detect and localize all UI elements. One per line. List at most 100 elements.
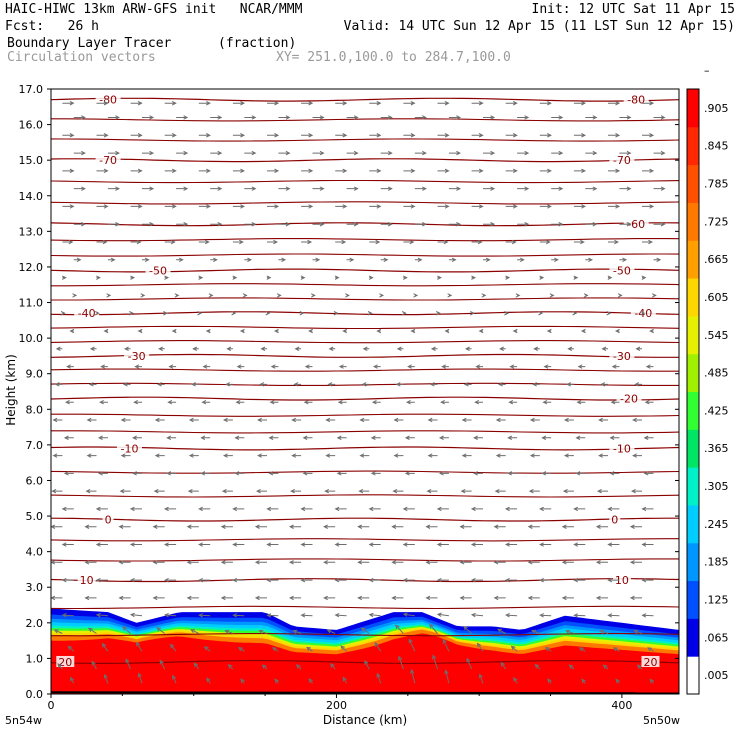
wind-vector — [334, 613, 347, 618]
wind-vector — [602, 664, 609, 670]
contour-line — [51, 158, 679, 163]
wind-vector — [176, 186, 189, 191]
wind-vector — [345, 293, 350, 298]
colorbar-segment — [687, 542, 699, 582]
contour-line — [51, 353, 679, 358]
colorbar-segment — [687, 467, 699, 506]
wind-vector — [61, 577, 74, 583]
wind-vector — [96, 204, 109, 209]
wind-vector — [505, 101, 518, 106]
temperature-contours: -80 -80-70 -70-60-50 -50-40 -40-30 -30-20-10-… — [51, 93, 679, 669]
vector-field-title: Circulation vectors — [7, 50, 156, 65]
wind-vector — [327, 382, 336, 387]
wind-vector — [51, 595, 63, 601]
wind-vector — [312, 186, 325, 191]
wind-vector — [107, 186, 121, 191]
wind-vector — [301, 204, 314, 209]
wind-vector — [302, 435, 313, 440]
wind-vector — [137, 672, 143, 684]
wind-vector — [337, 399, 347, 405]
y-tick-label: 4.0 — [26, 546, 44, 559]
wind-vector — [379, 293, 385, 298]
wind-vector — [154, 453, 165, 458]
wind-vector — [610, 399, 620, 405]
wind-vector — [302, 471, 313, 476]
wind-vector — [517, 186, 530, 191]
wind-vector — [441, 364, 449, 369]
wind-vector — [163, 612, 177, 618]
wind-vector — [573, 275, 579, 280]
wind-vector — [62, 133, 75, 138]
wind-vector — [567, 346, 574, 351]
wind-vector — [361, 382, 370, 387]
contour-line — [51, 201, 679, 205]
wind-vector — [641, 542, 654, 547]
wind-vector — [142, 186, 155, 191]
wind-vector — [573, 133, 587, 138]
wind-vector — [459, 560, 472, 565]
wind-vector — [312, 150, 325, 156]
wind-vector — [599, 629, 609, 634]
wind-vector — [200, 435, 211, 440]
wind-vector — [448, 115, 462, 120]
wind-vector — [614, 328, 620, 334]
x-axis-label: Distance (km) — [323, 713, 407, 727]
wind-vector — [403, 204, 416, 209]
wind-vector — [653, 150, 666, 156]
wind-vector — [551, 222, 564, 227]
contour-line — [51, 179, 679, 184]
wind-vector — [176, 150, 189, 156]
wind-vector — [608, 204, 621, 209]
wind-vector — [94, 311, 100, 316]
wind-vector — [300, 275, 306, 280]
wind-vector — [222, 453, 233, 458]
wind-vector — [427, 453, 438, 458]
wind-vector — [527, 524, 540, 529]
wind-vector — [368, 506, 381, 512]
colorbar-label: .125 — [704, 593, 729, 606]
wind-vector — [493, 560, 506, 565]
wind-vector — [573, 204, 587, 209]
colorbar-segment — [687, 240, 699, 279]
contour-line — [51, 138, 679, 142]
wind-vector — [539, 577, 552, 583]
wind-vector — [606, 311, 612, 316]
colorbar-label: .725 — [704, 215, 729, 228]
wind-vector — [193, 662, 200, 670]
colorbar-label: .485 — [704, 367, 729, 380]
wind-vector — [395, 382, 404, 387]
wind-vector — [619, 186, 632, 191]
wind-vector — [360, 627, 370, 634]
wind-vector — [619, 222, 632, 227]
colorbar-label: .905 — [704, 102, 729, 115]
wind-vector — [142, 115, 155, 120]
wind-vector — [103, 673, 109, 684]
wind-vector — [73, 150, 86, 156]
y-tick-label: 15.0 — [19, 154, 44, 167]
y-axis-label: Height (km) — [4, 354, 18, 425]
wind-vector — [176, 115, 189, 120]
wind-vector — [619, 150, 632, 156]
wind-vector — [429, 382, 438, 387]
wind-vector — [551, 115, 564, 120]
wind-vector — [312, 257, 321, 263]
wind-vector — [466, 657, 473, 670]
wind-vector — [142, 222, 155, 227]
wind-vector — [425, 595, 438, 601]
wind-vector — [268, 435, 279, 440]
wind-vector — [257, 417, 267, 423]
wind-vector — [267, 101, 280, 106]
wind-vector — [504, 577, 518, 583]
wind-vector — [300, 613, 313, 618]
wind-vector — [636, 664, 643, 670]
wind-vector — [188, 417, 199, 423]
wind-vector — [129, 542, 142, 547]
wind-vector — [437, 101, 450, 106]
contour-label: -70 — [613, 154, 631, 167]
wind-vector — [436, 612, 449, 617]
wind-vector — [483, 115, 496, 120]
contour-label-bg — [609, 264, 635, 276]
wind-vector — [380, 222, 393, 227]
wind-vector — [95, 612, 108, 618]
x-end-location: 5n50w — [643, 714, 680, 727]
